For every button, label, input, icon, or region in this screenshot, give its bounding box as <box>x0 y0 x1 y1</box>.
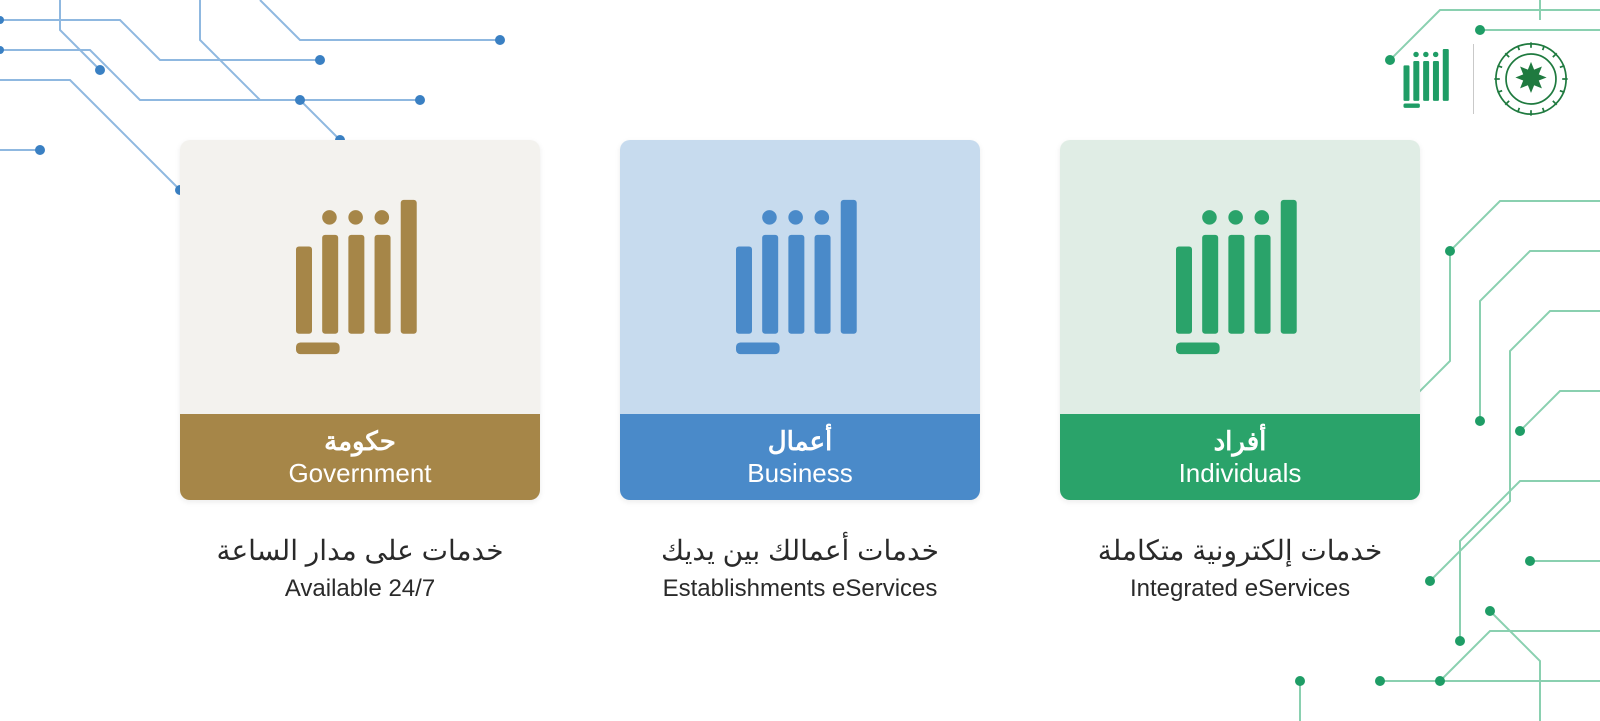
service-cards-row: حكومة Government خدمات على مدار الساعة A… <box>180 140 1420 603</box>
tagline-government-en: Available 24/7 <box>216 575 503 603</box>
tile-business-title-ar: أعمال <box>768 425 833 458</box>
tagline-individuals-en: Integrated eServices <box>1098 575 1383 603</box>
card-individuals: أفراد Individuals خدمات إلكترونية متكامل… <box>1060 140 1420 603</box>
absher-logo-individuals-icon <box>1165 197 1315 357</box>
tile-individuals[interactable]: أفراد Individuals <box>1060 140 1420 500</box>
header <box>1400 40 1570 118</box>
absher-logo-government-icon <box>285 197 435 357</box>
absher-logo-business-icon <box>725 197 875 357</box>
moi-emblem-icon <box>1492 40 1570 118</box>
tagline-individuals-ar: خدمات إلكترونية متكاملة <box>1098 534 1383 567</box>
tile-individuals-title-ar: أفراد <box>1214 425 1267 458</box>
tagline-government-ar: خدمات على مدار الساعة <box>216 534 503 567</box>
tile-individuals-title-en: Individuals <box>1179 457 1302 490</box>
tile-business[interactable]: أعمال Business <box>620 140 980 500</box>
header-divider <box>1473 44 1474 114</box>
card-business: أعمال Business خدمات أعمالك بين يديك Est… <box>620 140 980 603</box>
tile-government-title-ar: حكومة <box>324 425 396 458</box>
tile-government-title-en: Government <box>288 457 431 490</box>
tile-government[interactable]: حكومة Government <box>180 140 540 500</box>
tile-business-title-en: Business <box>747 457 853 490</box>
absher-logo-icon <box>1400 49 1455 109</box>
card-government: حكومة Government خدمات على مدار الساعة A… <box>180 140 540 603</box>
tagline-business-en: Establishments eServices <box>661 575 939 603</box>
tagline-business-ar: خدمات أعمالك بين يديك <box>661 534 939 567</box>
